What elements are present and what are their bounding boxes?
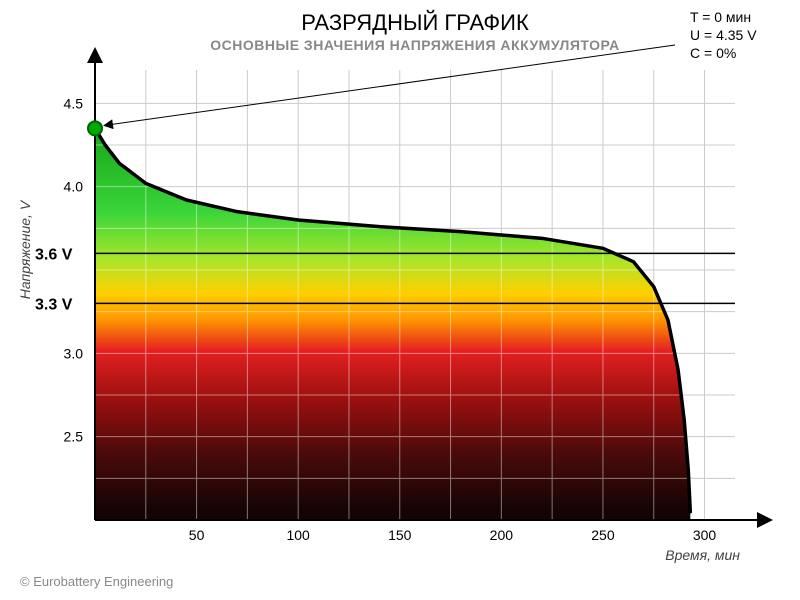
status-voltage: U = 4.35 V: [690, 27, 757, 43]
pointer-arrow: [105, 45, 675, 125]
chart-title: РАЗРЯДНЫЙ ГРАФИК: [301, 10, 529, 35]
threshold-lower-label: 3.3 V: [35, 296, 73, 313]
x-tick-label: 200: [490, 527, 514, 543]
copyright-text: © Eurobattery Engineering: [20, 574, 173, 589]
threshold-upper-label: 3.6 V: [35, 246, 73, 263]
discharge-chart: 50 100 150 200 250 300 2.5 3.0 4.0 4.5 3.6 V 3.3 VН…: [0, 0, 800, 600]
y-tick-label: 4.0: [64, 179, 84, 195]
y-tick-label: 3.0: [64, 345, 84, 361]
x-tick-label: 100: [286, 527, 310, 543]
x-tick-label: 150: [388, 527, 412, 543]
status-capacity: C = 0%: [690, 45, 736, 61]
chart-subtitle: ОСНОВНЫЕ ЗНАЧЕНИЯ НАПРЯЖЕНИЯ АККУМУЛЯТОР…: [210, 37, 619, 53]
y-tick-label: 4.5: [64, 95, 84, 111]
current-point-marker: [88, 121, 102, 135]
x-tick-label: 50: [189, 527, 205, 543]
y-axis-label: Напряжение, V: [17, 199, 33, 299]
x-tick-label: 300: [693, 527, 717, 543]
status-time: T = 0 мин: [690, 9, 751, 25]
chart-svg: 50 100 150 200 250 300 2.5 3.0 4.0 4.5 3.6 V 3.3 VН…: [0, 0, 800, 600]
x-axis-label: Время, мин: [665, 547, 740, 563]
y-tick-label: 2.5: [64, 429, 84, 445]
x-tick-label: 250: [591, 527, 615, 543]
